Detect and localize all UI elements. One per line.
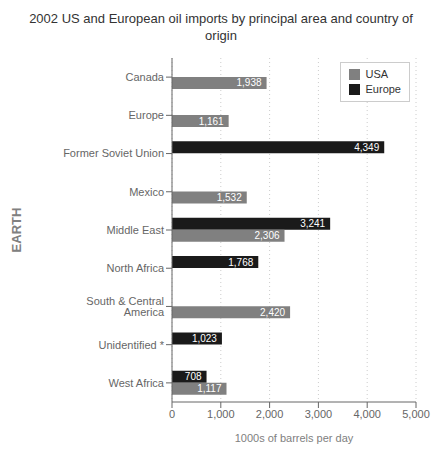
svg-text:Former Soviet Union: Former Soviet Union	[63, 147, 164, 159]
svg-text:1,161: 1,161	[199, 116, 224, 127]
svg-text:708: 708	[185, 371, 202, 382]
svg-text:Europe: Europe	[129, 109, 164, 121]
svg-text:1,532: 1,532	[217, 192, 242, 203]
svg-text:2,420: 2,420	[260, 307, 285, 318]
html-text:Europe: Europe	[365, 83, 401, 95]
svg-text:West Africa: West Africa	[109, 377, 165, 389]
svg-text:North Africa: North Africa	[107, 262, 165, 274]
svg-text:3,000: 3,000	[305, 408, 333, 420]
svg-text:South & CentralAmerica: South & CentralAmerica	[86, 295, 165, 318]
svg-text:5,000: 5,000	[402, 408, 430, 420]
svg-text:0: 0	[169, 408, 175, 420]
svg-text:1,000: 1,000	[207, 408, 235, 420]
svg-text:4,000: 4,000	[353, 408, 381, 420]
html-text:USA: USA	[365, 68, 389, 80]
svg-text:1,768: 1,768	[228, 257, 253, 268]
svg-text:3,241: 3,241	[300, 218, 325, 229]
svg-text:Canada: Canada	[125, 71, 164, 83]
svg-text:Middle East: Middle East	[107, 224, 164, 236]
svg-text:4,349: 4,349	[354, 142, 379, 153]
svg-text:1,023: 1,023	[192, 333, 217, 344]
svg-text:EARTH: EARTH	[9, 208, 24, 253]
svg-text:1,938: 1,938	[237, 77, 262, 88]
svg-text:1,117: 1,117	[197, 383, 222, 394]
svg-text:Mexico: Mexico	[129, 186, 164, 198]
svg-text:2,000: 2,000	[256, 408, 284, 420]
svg-text:Unidentified *: Unidentified *	[99, 339, 165, 351]
html-text:2002 US and European oil impor: 2002 US and European oil imports by prin…	[29, 11, 413, 43]
svg-text:1000s of barrels per day: 1000s of barrels per day	[235, 432, 354, 444]
svg-text:2,306: 2,306	[255, 230, 280, 241]
